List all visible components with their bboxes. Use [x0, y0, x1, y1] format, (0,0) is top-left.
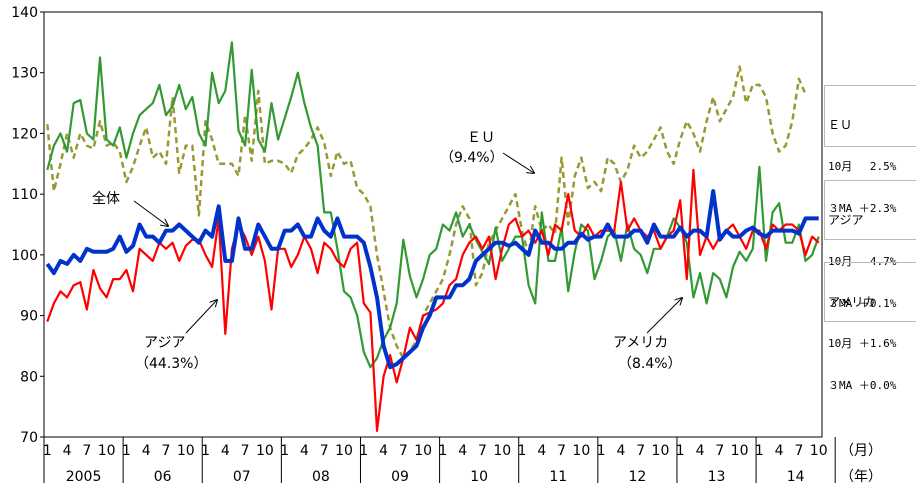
x-tick-label: 10: [572, 443, 590, 459]
year-unit-label: （年）: [840, 469, 882, 485]
x-tick-label: 1: [280, 443, 289, 459]
x-axis: 1 4 7 10 1 4 7 10 1 4 7 10 1 4 7 10 1 4 7 10 1 4 7 10 1 4 7 10 1 4 7 10…: [43, 437, 882, 485]
x-tick-label: 7: [399, 443, 408, 459]
series-line-0: [45, 189, 819, 370]
x-tick-label: 4: [221, 443, 230, 459]
series-line-2: [46, 65, 807, 360]
x-tick-label: 7: [794, 443, 803, 459]
x-tick-label: 10: [98, 443, 116, 459]
x-tick-label: 7: [557, 443, 566, 459]
arrow-america: [646, 298, 682, 334]
x-tick-label: 7: [320, 443, 329, 459]
x-tick-label: 10: [652, 443, 670, 459]
y-tick-label: 120: [11, 126, 38, 142]
series-lines: [45, 41, 820, 432]
month-unit-label: （月）: [840, 443, 882, 459]
y-tick-label: 80: [20, 369, 38, 385]
x-tick-label: 7: [82, 443, 91, 459]
x-tick-label: 1: [122, 443, 131, 459]
asia-summary-3ma: ３MA ＋0.1%: [828, 297, 897, 310]
y-tick-label: 70: [20, 430, 38, 446]
annotation-eu: ＥＵ: [467, 130, 495, 146]
y-axis: 70 80 90 100 110 120 130 140: [11, 5, 44, 446]
x-tick-label: 1: [359, 443, 368, 459]
arrow-eu: [502, 152, 534, 173]
year-label: 13: [708, 469, 726, 485]
x-tick-label: 10: [810, 443, 828, 459]
x-tick-label: 1: [438, 443, 447, 459]
arrow-total: [133, 200, 168, 226]
asia-summary: アジア 10月 4.7% ３MA ＋0.1%: [824, 180, 916, 310]
gridlines: [43, 11, 823, 438]
y-tick-label: 100: [11, 248, 38, 264]
x-tick-label: 10: [731, 443, 749, 459]
annotation-asia-share: （44.3%）: [135, 356, 207, 372]
y-tick-label: 130: [11, 66, 38, 82]
annotation-america-share: （8.4%）: [618, 356, 682, 372]
america-summary-month: 10月 ＋1.6%: [828, 337, 897, 350]
year-label: 07: [233, 469, 251, 485]
annotation-america: アメリカ: [613, 335, 668, 351]
x-tick-label: 10: [414, 443, 432, 459]
x-tick-label: 10: [256, 443, 274, 459]
x-tick-label: 4: [142, 443, 151, 459]
series-line-3: [46, 41, 820, 369]
annotation-asia: アジア: [144, 335, 185, 351]
america-summary-3ma: ３MA ＋0.0%: [828, 379, 897, 392]
x-tick-label: 4: [63, 443, 72, 459]
x-tick-label: 1: [597, 443, 606, 459]
x-tick-label: 10: [177, 443, 195, 459]
x-tick-label: 7: [636, 443, 645, 459]
asia-summary-title: アジア: [828, 213, 864, 227]
x-tick-label: 1: [518, 443, 527, 459]
america-summary: アメリカ 10月 ＋1.6% ３MA ＋0.0%: [824, 262, 916, 392]
x-tick-label: 4: [300, 443, 309, 459]
x-tick-label: 10: [493, 443, 511, 459]
y-tick-label: 140: [11, 5, 38, 21]
x-tick-label: 1: [676, 443, 685, 459]
x-tick-label: 4: [379, 443, 388, 459]
x-tick-label: 7: [241, 443, 250, 459]
plot-frame: [43, 11, 823, 438]
annotation-total: 全体: [92, 190, 120, 207]
x-tick-label: 1: [201, 443, 210, 459]
y-tick-label: 90: [20, 309, 38, 325]
year-label: 2005: [66, 469, 102, 485]
x-tick-label: 10: [335, 443, 353, 459]
year-label: 06: [154, 469, 172, 485]
year-label: 12: [628, 469, 646, 485]
year-label: 10: [470, 469, 488, 485]
year-label: 11: [549, 469, 567, 485]
x-tick-label: 1: [755, 443, 764, 459]
year-label: 14: [787, 469, 805, 485]
eu-summary: ＥＵ 10月 2.5% ３MA ＋2.3%: [824, 85, 916, 215]
america-summary-title: アメリカ: [828, 295, 876, 309]
x-tick-label: 1: [43, 443, 52, 459]
x-tick-label: 4: [458, 443, 467, 459]
eu-summary-3ma: ３MA ＋2.3%: [828, 202, 897, 215]
series-line-1: [46, 168, 820, 432]
eu-summary-month: 10月 2.5%: [828, 160, 897, 173]
x-tick-label: 4: [696, 443, 705, 459]
annotation-eu-share: （9.4%）: [440, 150, 504, 166]
x-tick-label: 7: [715, 443, 724, 459]
year-label: 08: [312, 469, 330, 485]
x-tick-label: 4: [537, 443, 546, 459]
x-tick-label: 4: [616, 443, 625, 459]
asia-summary-month: 10月 4.7%: [828, 255, 897, 268]
year-label: 09: [391, 469, 409, 485]
x-tick-label: 7: [478, 443, 487, 459]
x-tick-label: 7: [162, 443, 171, 459]
eu-summary-title: ＥＵ: [828, 118, 853, 132]
annotations: 全体 ＥＵ （9.4%） アジア （44.3%） アメリカ （8.4%）: [92, 130, 682, 372]
x-tick-label: 4: [775, 443, 784, 459]
y-tick-label: 110: [11, 187, 38, 203]
arrow-asia: [185, 300, 217, 334]
